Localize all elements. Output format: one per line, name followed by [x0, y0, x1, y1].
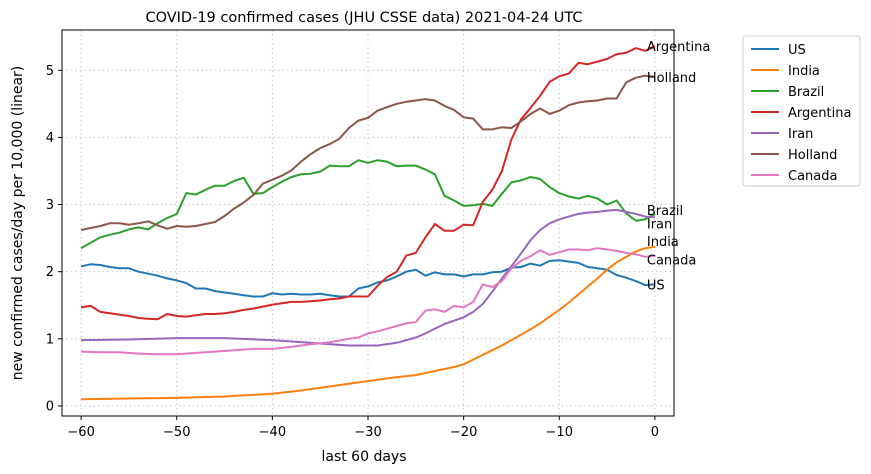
legend-label-brazil: Brazil	[788, 85, 824, 100]
x-tick-label: −60	[67, 425, 94, 440]
legend-label-argentina: Argentina	[788, 106, 851, 121]
x-tick-label: −10	[546, 425, 573, 440]
legend-label-holland: Holland	[788, 148, 837, 163]
end-label-us: US	[647, 278, 665, 293]
end-label-holland: Holland	[647, 71, 696, 86]
legend-label-canada: Canada	[788, 169, 837, 184]
x-tick-label: −30	[354, 425, 381, 440]
legend-label-india: India	[788, 64, 820, 79]
legend-label-us: US	[788, 43, 806, 58]
y-tick-label: 4	[46, 131, 54, 146]
series-line-brazil	[80, 159, 656, 250]
y-tick-label: 5	[46, 64, 54, 79]
y-tick-label: 0	[46, 399, 54, 414]
legend-frame	[742, 35, 861, 187]
end-label-argentina: Argentina	[647, 40, 710, 55]
end-label-brazil: Brazil	[647, 204, 683, 219]
end-label-india: India	[647, 235, 679, 250]
chart-title: COVID-19 confirmed cases (JHU CSSE data)…	[145, 10, 582, 26]
end-label-canada: Canada	[647, 254, 696, 269]
end-label-iran: Iran	[647, 217, 672, 232]
legend-label-iran: Iran	[788, 127, 813, 142]
series-lines	[80, 45, 656, 401]
x-tick-label: 0	[651, 425, 659, 440]
x-tick-label: −20	[450, 425, 477, 440]
x-axis-label: last 60 days	[321, 449, 406, 465]
legend: US India Brazil Argentina Iran Holland Canada	[742, 35, 861, 187]
x-tick-label: −40	[259, 425, 286, 440]
series-line-canada	[81, 247, 656, 356]
series-line-argentina	[80, 45, 656, 321]
axis-ticks: −60 −50 −40 −30 −20 −10 0 0 1 2 3 4 5	[46, 64, 659, 440]
series-line-us	[80, 259, 655, 298]
y-axis-label: new confirmed cases/day per 10,000 (line…	[10, 66, 26, 381]
end-labels: US India Brazil Argentina Iran Holland Canada	[647, 40, 710, 293]
series-line-iran	[81, 208, 655, 347]
y-tick-label: 3	[46, 198, 54, 213]
y-tick-label: 2	[46, 265, 54, 280]
series-line-holland	[80, 74, 656, 231]
series-line-india	[81, 245, 656, 401]
y-tick-label: 1	[46, 332, 54, 347]
x-tick-label: −50	[163, 425, 190, 440]
